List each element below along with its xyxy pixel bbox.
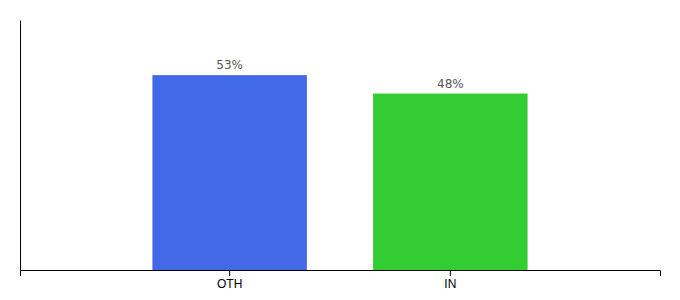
data-label: 48% [437, 77, 464, 91]
plot: OTH IN 53% 48% [21, 21, 661, 291]
x-tick-label: OTH [217, 277, 242, 291]
x-tick-label: IN [444, 277, 456, 291]
x-tick: IN [444, 270, 456, 291]
bar [152, 75, 306, 270]
x-tick-mark [229, 270, 230, 276]
bars [152, 75, 527, 270]
data-labels: 53% 48% [216, 58, 463, 90]
x-axis: OTH IN [21, 270, 661, 291]
x-tick-mark [450, 270, 451, 276]
y-axis [20, 21, 21, 271]
x-axis-line [21, 271, 661, 277]
y-axis-line [20, 21, 21, 271]
bar [373, 94, 527, 270]
x-tick: OTH [217, 270, 242, 291]
chart: OTH IN 53% 48% [0, 0, 680, 300]
data-label: 53% [216, 58, 243, 72]
